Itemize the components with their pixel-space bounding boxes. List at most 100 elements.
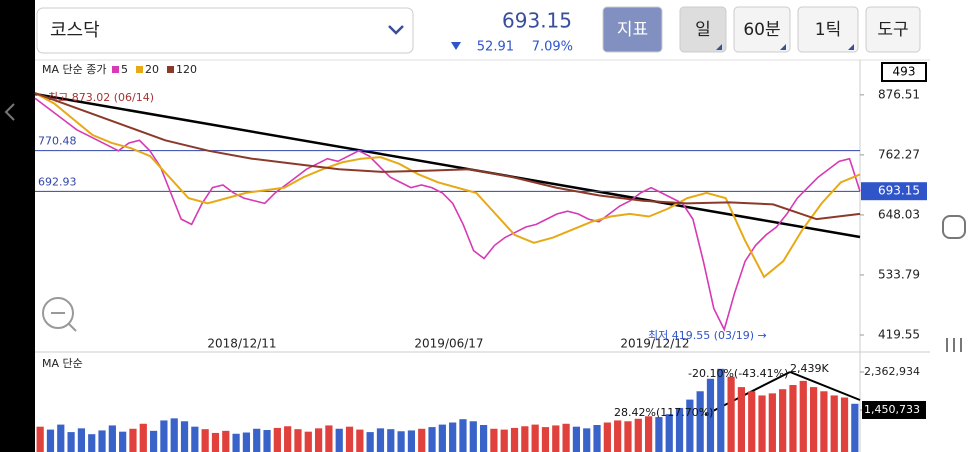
y-tick-label: 533.79 (878, 267, 920, 281)
volume-bar (820, 391, 828, 452)
box-label-frame (881, 62, 927, 82)
y-tick-label: 876.51 (878, 87, 920, 101)
tab-label: 1틱 (815, 20, 841, 40)
volume-bar (366, 432, 374, 452)
volume-bar (521, 426, 529, 452)
tab-button[interactable] (865, 6, 921, 53)
legend-swatch (136, 66, 143, 73)
volume-bar (149, 430, 158, 452)
chevron (388, 25, 404, 35)
tab-label: 도구 (877, 20, 908, 40)
dropdown-corner (780, 44, 786, 50)
back-button[interactable] (4, 103, 15, 121)
legend-swatch (112, 66, 119, 73)
volume-bar (459, 419, 467, 452)
legend-label: 20 (145, 63, 159, 76)
tab-button[interactable] (602, 6, 663, 53)
volume-bar (758, 395, 766, 452)
volume-bar (407, 430, 416, 452)
price: 693.15 (502, 9, 572, 33)
tab-button[interactable] (797, 6, 859, 53)
down-arrow (451, 42, 461, 50)
left-edge (0, 0, 35, 452)
volume-bar (160, 420, 168, 452)
x-tick-label: 2019/12/12 (620, 337, 689, 351)
tab-label: 일 (695, 20, 711, 40)
volume-bar (438, 424, 446, 452)
symbol: 코스닥 (50, 20, 100, 41)
volume-bar (737, 387, 746, 452)
volume-bar (36, 426, 44, 452)
volume-bar (294, 429, 302, 452)
volume-bar (304, 431, 312, 452)
volume-bar (655, 417, 663, 452)
volume-bar (119, 431, 127, 452)
trendline (34, 92, 861, 239)
legend-swatch (167, 66, 174, 73)
volume-bar (88, 434, 96, 452)
volume-bar (510, 427, 519, 452)
symbol-selector[interactable] (36, 7, 414, 54)
volume-bar (273, 427, 281, 452)
price-line (34, 92, 861, 279)
change-pct: 7.09% (532, 40, 573, 55)
legend-label: 5 (121, 63, 128, 76)
volume-bar (851, 403, 859, 452)
volume-bar (624, 421, 632, 452)
volume-bar (675, 407, 684, 452)
nav-bar (4, 103, 966, 352)
legend-title: MA 단순 종가 (42, 63, 107, 76)
volume-bar (634, 418, 642, 452)
volume-bar (748, 391, 756, 452)
home-button[interactable] (942, 215, 966, 239)
volume-bar (201, 429, 209, 452)
y-tick-label: 419.55 (878, 327, 920, 341)
volume-bar (696, 391, 704, 452)
volume-annotation: 28.42%(117.70%) (614, 406, 713, 419)
volume-bar (768, 393, 776, 452)
tab-button[interactable] (733, 6, 791, 53)
volume-bar (799, 380, 807, 452)
price-tag-label: 693.15 (878, 184, 920, 198)
volume-bar (686, 399, 694, 452)
volume-bar (644, 416, 653, 452)
volume-bar (479, 425, 488, 452)
volume-bar (314, 428, 323, 452)
recent-button[interactable] (946, 338, 962, 352)
volume-bar (139, 423, 147, 452)
volume-bar (180, 421, 189, 452)
tab-button[interactable] (679, 6, 727, 53)
legend-label: 120 (176, 63, 197, 76)
volume-bar (830, 395, 838, 452)
zoom-button[interactable] (42, 297, 74, 329)
low-label: 최저 419.55 (03/19) → (648, 329, 767, 342)
y-tick-label: 1,450,733 (864, 403, 920, 416)
volume-tag (862, 400, 926, 419)
volume-bar (572, 426, 581, 452)
volume-bar (335, 428, 343, 452)
box-label: 493 (893, 65, 916, 79)
volume-bar (665, 414, 673, 452)
volume-annotation: -20.10%(-43.41%) (688, 367, 788, 380)
y-tick-label: 648.03 (878, 207, 920, 221)
volume-bar (232, 433, 240, 452)
high-label: 최고 873.02 (06/14) (48, 91, 154, 104)
volume-bar (727, 376, 735, 452)
price-tag (861, 182, 927, 201)
tab-label: 지표 (617, 20, 648, 40)
volume-bar (345, 426, 354, 452)
volume-bar (77, 428, 86, 452)
price-line (34, 92, 861, 221)
volume-bar (325, 425, 333, 452)
volume-bar (552, 425, 560, 452)
volume-title: MA 단순 (42, 357, 83, 370)
level-label: 770.48 (38, 135, 77, 148)
volume-bar (376, 428, 385, 452)
volume-bar (583, 428, 591, 452)
volume-bar (67, 432, 75, 452)
volume-annotation: 2,439K (790, 362, 829, 375)
level-label: 692.93 (38, 175, 77, 188)
volume-bar (789, 385, 797, 452)
